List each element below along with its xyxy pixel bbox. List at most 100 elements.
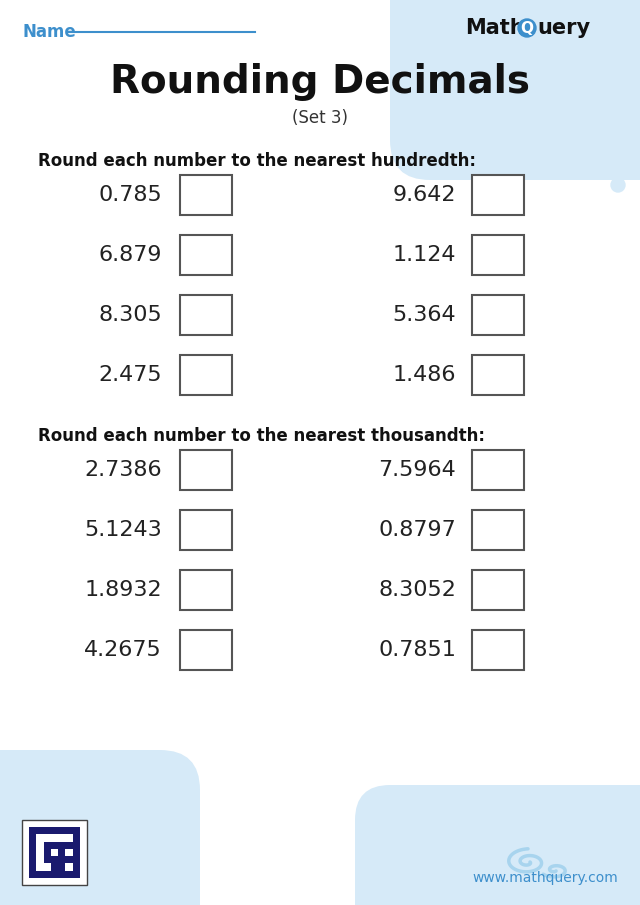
Text: 5.1243: 5.1243 [84,520,162,540]
Bar [65,842,72,849]
Bar [44,856,51,863]
Text: 8.305: 8.305 [99,305,162,325]
Bar [36,863,44,871]
Text: 0.8797: 0.8797 [378,520,456,540]
Text: Round each number to the nearest thousandth:: Round each number to the nearest thousan… [38,427,485,445]
Bar [72,834,80,842]
Text: Round each number to the nearest hundredth:: Round each number to the nearest hundred… [38,152,476,170]
Bar [472,235,524,275]
Bar [65,827,72,834]
Bar [65,834,72,842]
Text: 8.3052: 8.3052 [378,580,456,600]
Bar [29,849,36,856]
Bar [72,871,80,878]
Bar [65,863,72,871]
Bar [29,834,36,842]
Text: 1.124: 1.124 [392,245,456,265]
Bar [51,834,58,842]
Bar [51,842,58,849]
Bar [180,630,232,670]
Text: 6.879: 6.879 [99,245,162,265]
Bar [44,842,51,849]
Bar [44,849,51,856]
Bar [472,570,524,610]
Text: 1.8932: 1.8932 [84,580,162,600]
Text: 0.7851: 0.7851 [378,640,456,660]
Bar [72,856,80,863]
Bar [36,834,44,842]
Bar [58,871,65,878]
Circle shape [581,154,603,176]
Text: Name: Name [22,23,76,41]
Bar [472,630,524,670]
Circle shape [20,790,40,810]
Bar [29,871,36,878]
Bar [72,842,80,849]
Bar [36,827,44,834]
Bar [58,834,65,842]
Bar [65,856,72,863]
Bar [58,863,65,871]
Bar [51,856,58,863]
Text: 1.486: 1.486 [392,365,456,385]
Text: Math: Math [465,18,525,38]
Bar [72,863,80,871]
Text: www.mathquery.com: www.mathquery.com [472,871,618,885]
Text: 4.2675: 4.2675 [84,640,162,660]
Bar [51,849,58,856]
Bar [180,355,232,395]
Circle shape [49,782,61,794]
FancyBboxPatch shape [355,785,640,905]
Text: 2.7386: 2.7386 [84,460,162,480]
Bar [29,842,36,849]
Bar [72,827,80,834]
Bar [22,820,87,885]
Bar [51,863,58,871]
Text: uery: uery [537,18,590,38]
Bar [65,842,72,849]
Bar [29,827,36,834]
Text: (Set 3): (Set 3) [292,109,348,127]
Bar [58,856,65,863]
Bar [472,450,524,490]
Bar [58,849,65,856]
Bar [180,570,232,610]
Bar [180,295,232,335]
Bar [29,856,36,863]
Bar [472,295,524,335]
Text: 7.5964: 7.5964 [378,460,456,480]
Circle shape [518,19,536,37]
Bar [72,849,80,856]
Bar [180,175,232,215]
Bar [36,871,44,878]
Bar [44,871,51,878]
Bar [65,871,72,878]
Bar [44,827,51,834]
Bar [472,175,524,215]
Bar [58,863,65,871]
Bar [472,355,524,395]
Bar [29,863,36,871]
Bar [51,871,58,878]
FancyBboxPatch shape [390,0,640,180]
Bar [180,510,232,550]
Bar [180,450,232,490]
Text: Q: Q [520,21,534,36]
Bar [36,842,44,849]
Text: Rounding Decimals: Rounding Decimals [110,63,530,101]
Bar [51,856,58,863]
Bar [36,849,44,856]
Bar [65,856,72,863]
Bar [58,827,65,834]
Bar [58,842,65,849]
Bar [51,863,58,871]
Bar [44,834,51,842]
Text: 9.642: 9.642 [392,185,456,205]
Bar [44,849,51,856]
Text: 5.364: 5.364 [392,305,456,325]
Bar [58,849,65,856]
Circle shape [611,178,625,192]
FancyBboxPatch shape [0,750,200,905]
Bar [180,235,232,275]
Text: 2.475: 2.475 [99,365,162,385]
